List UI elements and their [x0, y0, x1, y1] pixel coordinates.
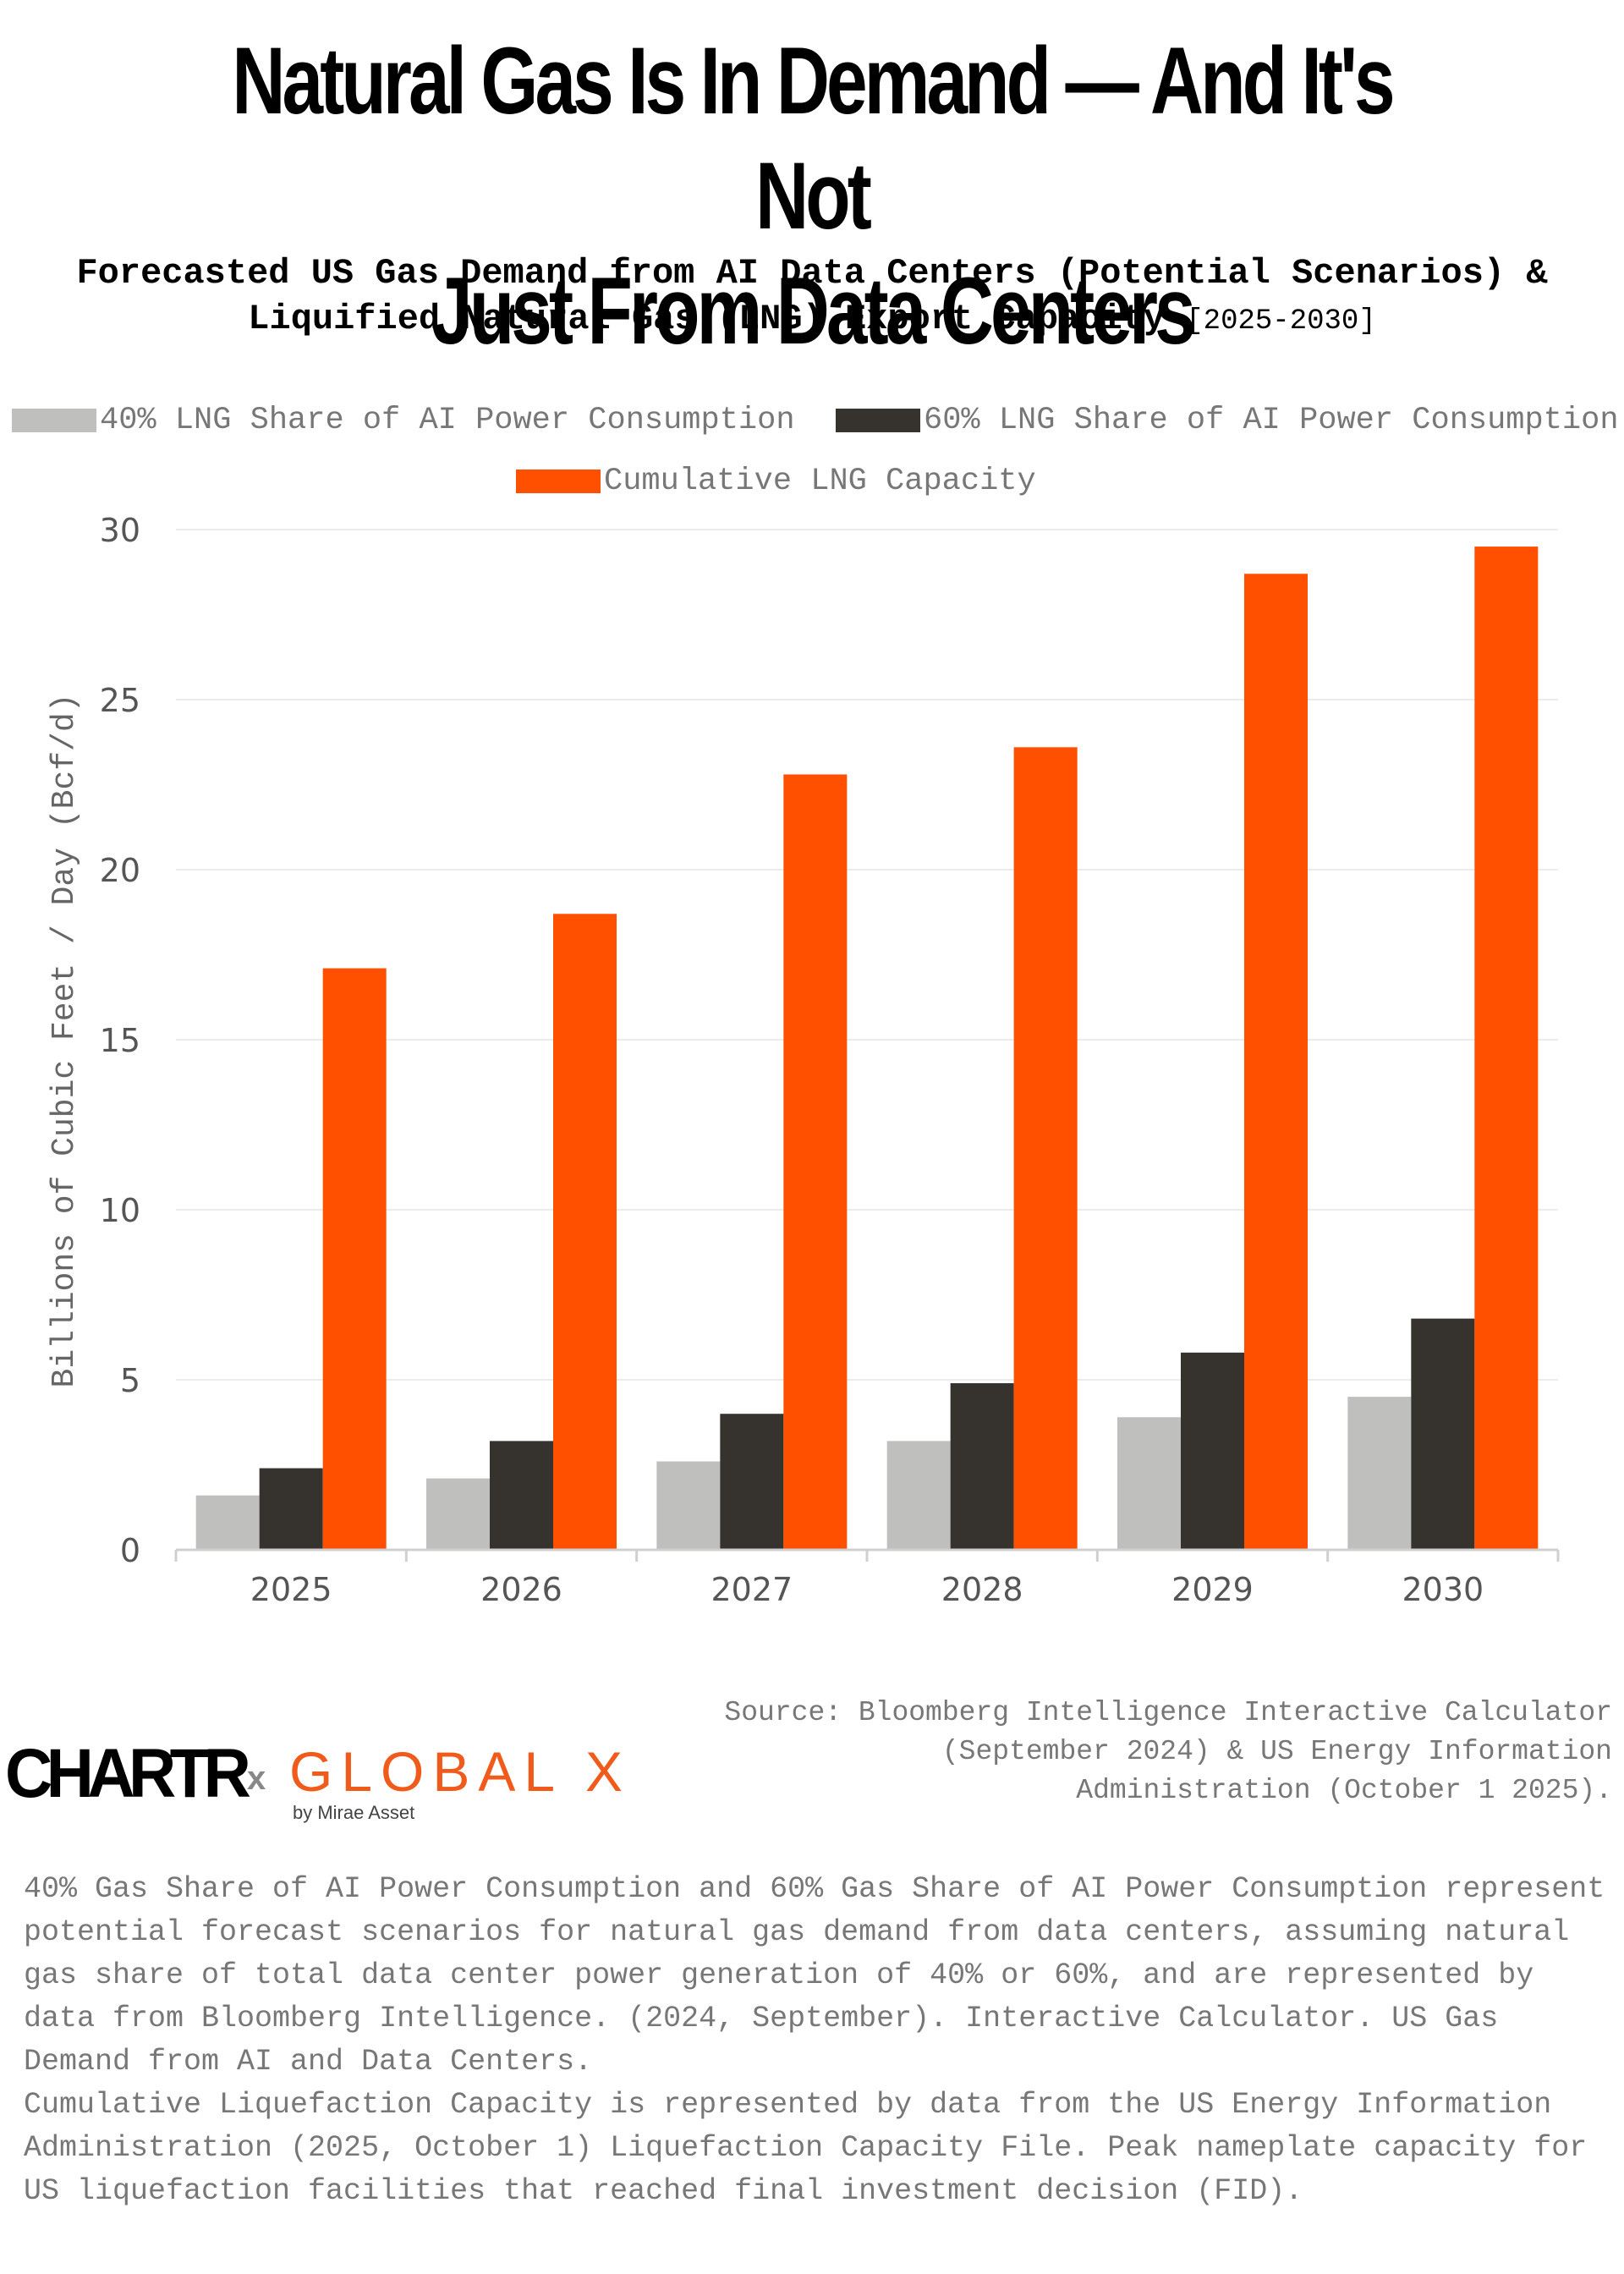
chart-subtitle: Forecasted US Gas Demand from AI Data Ce…	[0, 250, 1624, 344]
bar-lng-2026	[553, 914, 617, 1550]
legend-label-40pct: 40% LNG Share of AI Power Consumption	[100, 403, 795, 438]
source-line-2: (September 2024) & US Energy Information	[941, 1736, 1612, 1767]
chart-title: Natural Gas Is In Demand — And It's Not …	[178, 24, 1446, 369]
y-tick-label: 25	[100, 682, 140, 719]
bar-60pct-2027	[720, 1414, 784, 1550]
legend-label-lng: Cumulative LNG Capacity	[604, 464, 1036, 499]
globalx-logo: GLOBAL X	[289, 1740, 632, 1803]
bar-60pct-2029	[1181, 1352, 1244, 1550]
subtitle-line-1: Forecasted US Gas Demand from AI Data Ce…	[76, 253, 1548, 294]
subtitle-line-2: Liquified Natural Gas (LNG) Export Capac…	[248, 299, 1166, 339]
y-axis-label: Billions of Cubic Feet / Day (Bcf/d)	[47, 694, 83, 1388]
bar-40pct-2028	[886, 1441, 951, 1550]
logo-separator: x	[247, 1760, 266, 1797]
bar-40pct-2025	[195, 1495, 260, 1550]
legend-label-60pct: 60% LNG Share of AI Power Consumption	[924, 403, 1619, 438]
bar-40pct-2027	[656, 1461, 721, 1550]
title-line-1: Natural Gas Is In Demand — And It's Not	[232, 28, 1395, 249]
bar-60pct-2030	[1411, 1318, 1475, 1550]
x-tick-label: 2025	[250, 1571, 332, 1608]
bar-lng-2028	[1013, 747, 1078, 1550]
y-tick-label: 30	[100, 512, 140, 549]
mirae-asset-tagline: by Mirae Asset	[293, 1802, 415, 1823]
note-lng-capacity: Cumulative Liquefaction Capacity is repr…	[24, 2088, 1588, 2208]
subtitle-range: [2025-2030]	[1186, 305, 1376, 338]
legend-item-lng: Cumulative LNG Capacity	[516, 464, 1036, 499]
bar-60pct-2026	[490, 1441, 553, 1550]
bar-lng-2030	[1474, 547, 1539, 1550]
legend-item-40pct: 40% LNG Share of AI Power Consumption	[12, 403, 795, 438]
y-tick-label: 20	[100, 852, 140, 889]
y-tick-label: 10	[100, 1192, 140, 1229]
bar-40pct-2029	[1117, 1417, 1181, 1550]
y-tick-label: 5	[120, 1362, 140, 1399]
source-line-3: Administration (October 1 2025).	[1076, 1775, 1612, 1806]
title-line-2: Just From Data Centers	[431, 258, 1196, 364]
y-tick-label: 0	[120, 1532, 140, 1569]
note-ai-scenarios: 40% Gas Share of AI Power Consumption an…	[24, 1872, 1605, 2079]
bar-40pct-2026	[426, 1478, 490, 1550]
x-tick-label: 2027	[710, 1571, 793, 1608]
x-tick-label: 2030	[1402, 1571, 1484, 1608]
x-tick-label: 2029	[1171, 1571, 1254, 1608]
source-citation: Source: Bloomberg Intelligence Interacti…	[682, 1694, 1612, 1810]
bar-lng-2025	[322, 968, 387, 1550]
bar-40pct-2030	[1347, 1397, 1412, 1550]
methodology-notes: 40% Gas Share of AI Power Consumption an…	[24, 1868, 1614, 2213]
bar-60pct-2028	[950, 1383, 1014, 1550]
chartr-logo: CHARTR	[5, 1735, 251, 1812]
x-tick-label: 2028	[941, 1571, 1023, 1608]
source-line-1: Source: Bloomberg Intelligence Interacti…	[724, 1697, 1612, 1728]
brand-logos: CHARTR x GLOBAL X by Mirae Asset	[0, 1726, 677, 1827]
legend-swatch-lng	[516, 470, 601, 493]
y-tick-label: 15	[100, 1022, 140, 1059]
legend-swatch-40pct	[12, 409, 96, 432]
legend-swatch-60pct	[836, 409, 920, 432]
x-tick-label: 2026	[480, 1571, 562, 1608]
bar-60pct-2025	[259, 1468, 323, 1550]
legend-item-60pct: 60% LNG Share of AI Power Consumption	[836, 403, 1619, 438]
bar-lng-2029	[1244, 574, 1308, 1550]
bar-lng-2027	[783, 774, 848, 1550]
